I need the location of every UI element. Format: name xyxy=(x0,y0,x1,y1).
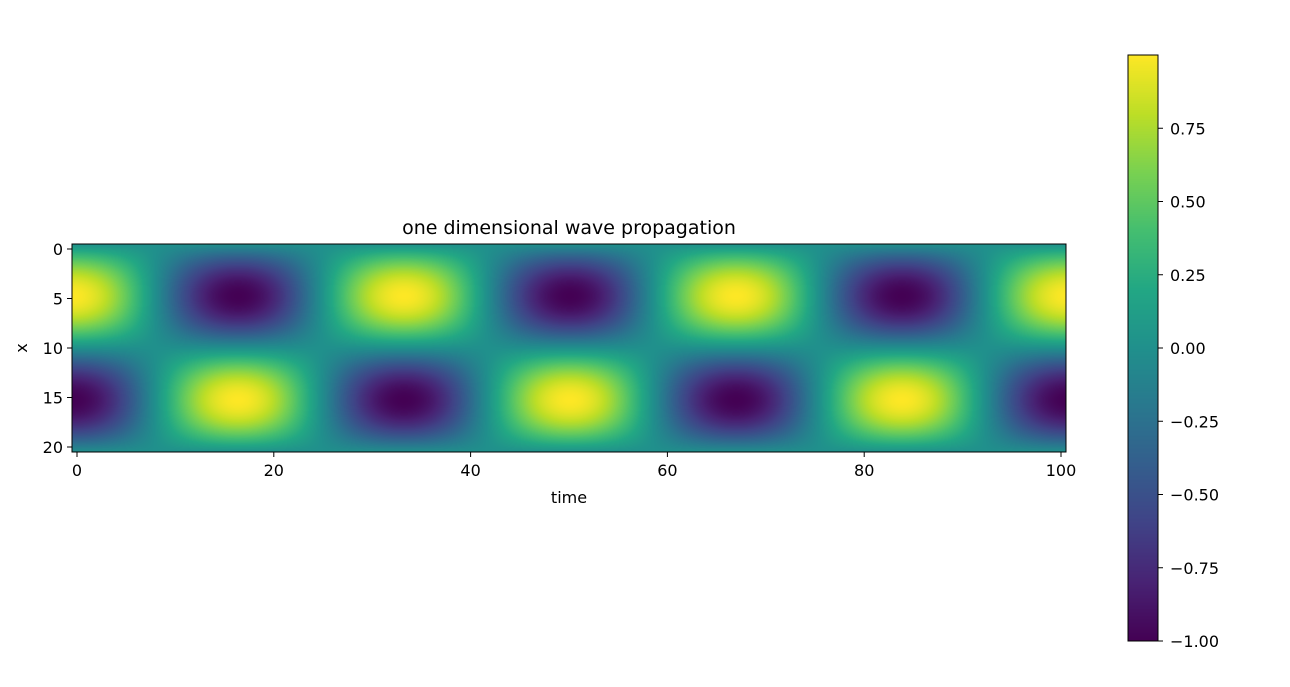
y-tick-label: 20 xyxy=(43,438,63,457)
x-tick-label: 100 xyxy=(1046,461,1077,480)
colorbar-tick-label: −1.00 xyxy=(1170,632,1219,651)
colorbar-ticks: −1.00 −0.75 −0.50 −0.25 0.00 0.25 0.50 0.75 xyxy=(1158,119,1219,651)
y-axis-ticks: 0 5 10 15 20 xyxy=(43,240,72,457)
colorbar: −1.00 −0.75 −0.50 −0.25 0.00 0.25 0.50 0.75 xyxy=(1127,54,1219,651)
chart-title: one dimensional wave propagation xyxy=(402,217,736,239)
colorbar-tick-label: −0.75 xyxy=(1170,559,1219,578)
x-axis-label: time xyxy=(551,488,587,507)
colorbar-tick-label: −0.25 xyxy=(1170,412,1219,431)
colorbar-tick-label: 0.25 xyxy=(1170,266,1206,285)
colorbar-gradient xyxy=(1128,55,1158,641)
y-tick-label: 0 xyxy=(53,240,63,259)
x-tick-label: 60 xyxy=(657,461,677,480)
x-axis-ticks: 0 20 40 60 80 100 xyxy=(72,452,1076,480)
colorbar-tick-label: −0.50 xyxy=(1170,486,1219,505)
x-tick-label: 20 xyxy=(264,461,284,480)
x-tick-label: 40 xyxy=(460,461,480,480)
plot-area xyxy=(71,243,1067,453)
colorbar-tick-label: 0.75 xyxy=(1170,119,1206,138)
y-tick-label: 10 xyxy=(43,339,63,358)
colorbar-tick-label: 0.50 xyxy=(1170,193,1206,212)
heatmap-image xyxy=(72,244,1066,452)
y-tick-label: 5 xyxy=(53,290,63,309)
x-tick-label: 0 xyxy=(72,461,82,480)
y-tick-label: 15 xyxy=(43,389,63,408)
colorbar-tick-label: 0.00 xyxy=(1170,339,1206,358)
y-axis-label: x xyxy=(12,343,31,352)
x-tick-label: 80 xyxy=(854,461,874,480)
